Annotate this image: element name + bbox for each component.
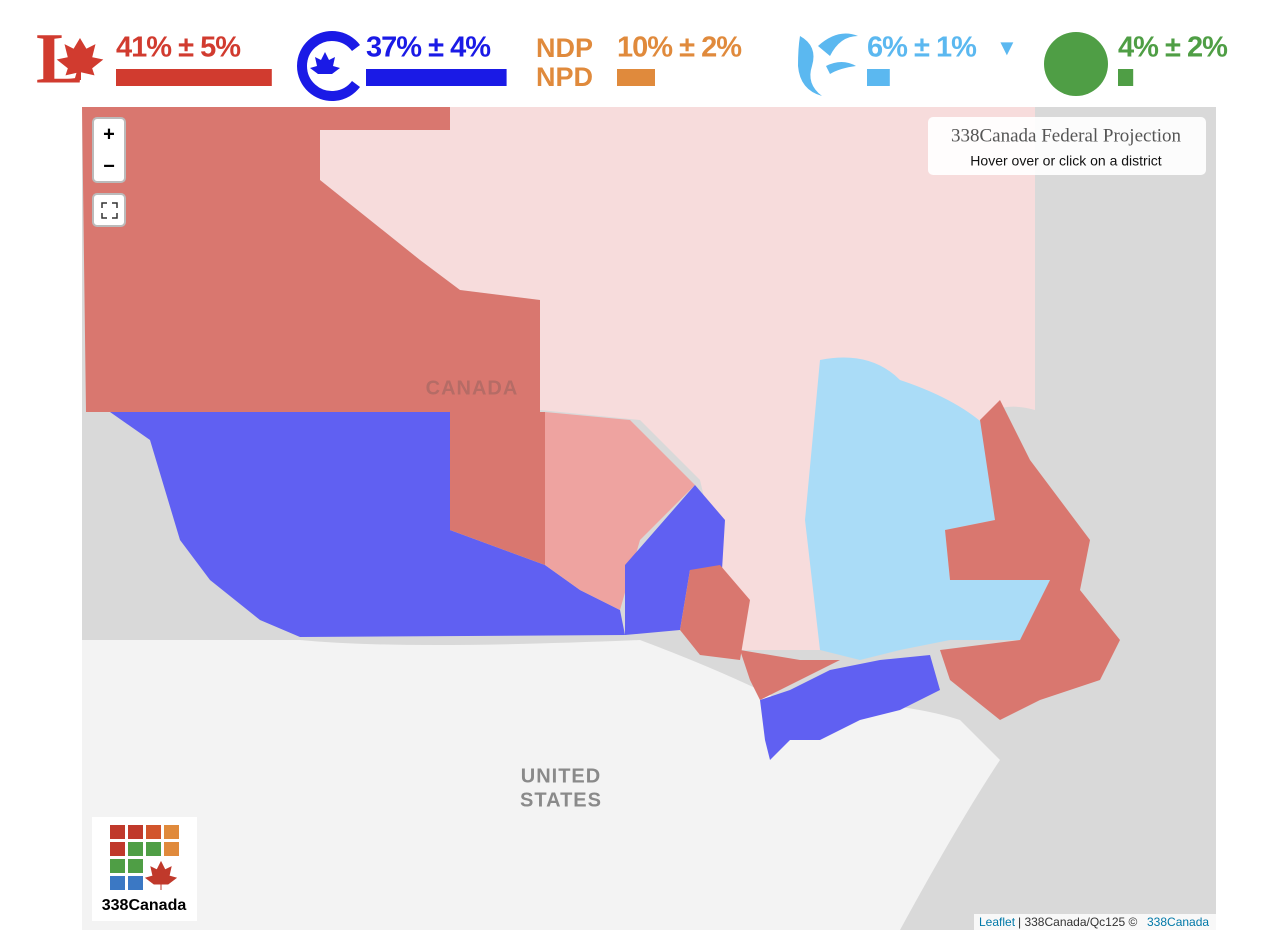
attribution-link[interactable]: 338Canada (1147, 915, 1209, 929)
party: 4% ± 2% (1118, 32, 1229, 86)
region[interactable] (82, 107, 540, 412)
party: 10% ± 2% (617, 32, 743, 86)
party-share: 6% ± 1% (867, 32, 977, 64)
bloc-logo (798, 33, 858, 96)
attribution-link[interactable]: Leaflet (979, 915, 1016, 929)
map-label: STATES (520, 789, 602, 811)
conservative-logo (297, 31, 360, 101)
map[interactable]: CANADA UNITED STATES + − 338Canada Feder… (82, 107, 1216, 930)
green-logo (1044, 32, 1108, 96)
zoom-out-button[interactable]: − (103, 155, 115, 177)
share-bar (1118, 69, 1134, 86)
attribution-bar (974, 914, 1216, 930)
region[interactable] (110, 412, 625, 637)
info-hint: Hover over or click on a district (970, 153, 1162, 169)
map-label: CANADA (426, 377, 519, 399)
share-bar (867, 69, 890, 86)
party-share: 41% ± 5% (116, 32, 241, 64)
party-share: 4% ± 2% (1118, 32, 1228, 64)
ndp-logo-text: NDP (536, 33, 593, 63)
site-logo[interactable]: 338Canada (92, 817, 197, 921)
region[interactable] (625, 485, 725, 635)
region[interactable] (760, 655, 940, 760)
trend-arrow: ▼ (996, 35, 1018, 60)
region[interactable] (545, 412, 695, 610)
attribution-text: | 338Canada/Qc125 © (1018, 915, 1138, 929)
liberal-logo: L (36, 19, 104, 99)
party-share: 37% ± 4% (366, 32, 491, 64)
region[interactable] (680, 565, 750, 660)
zoom-control (92, 117, 126, 183)
share-bar (366, 69, 507, 86)
ndp-logo-text: NPD (536, 62, 593, 92)
region[interactable] (940, 400, 1120, 720)
party: 37% ± 4% (366, 32, 507, 86)
region[interactable] (740, 650, 840, 700)
fullscreen-button[interactable] (92, 193, 126, 227)
party-share: 10% ± 2% (617, 32, 742, 64)
party: 6% ± 1% ▼ (867, 32, 1018, 86)
share-bar (116, 69, 272, 86)
info-title: 338Canada Federal Projection (951, 125, 1182, 146)
region[interactable] (450, 412, 545, 565)
info-box (928, 117, 1206, 175)
logo-text: 338Canada (102, 897, 187, 914)
party: 41% ± 5% (116, 32, 272, 86)
zoom-in-button[interactable]: + (103, 123, 115, 145)
ndp-logo: NDP NPD (536, 33, 593, 92)
map-label: UNITED (521, 765, 601, 787)
share-bar (617, 69, 655, 86)
